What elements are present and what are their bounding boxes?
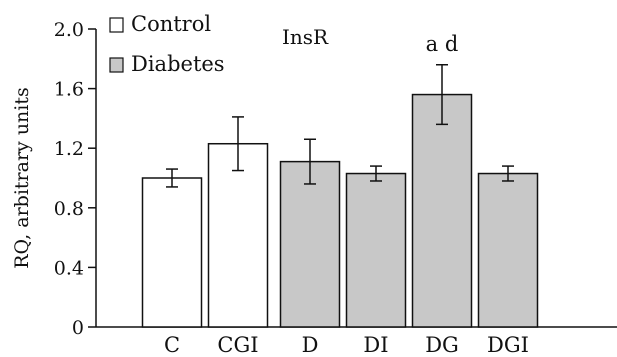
y-tick-label: 0.8 xyxy=(54,198,84,220)
y-tick-label: 0 xyxy=(72,317,84,339)
legend-swatch-diabetes xyxy=(109,57,124,73)
chart-title: InsR xyxy=(282,25,329,49)
y-axis-label: RQ, arbitrary units xyxy=(11,87,33,269)
bars xyxy=(141,64,539,328)
x-tick-label-D: D xyxy=(302,333,319,357)
y-ticks: 0 0.4 0.8 1.2 1.6 2.0 xyxy=(54,19,96,339)
y-tick-label: 2.0 xyxy=(54,19,84,41)
bar-D xyxy=(279,160,341,328)
y-tick-label: 0.4 xyxy=(54,257,84,279)
x-tick-labels: C CGI D DI DG DGI xyxy=(164,333,529,357)
legend: Control Diabetes xyxy=(109,12,225,76)
x-tick-label-C: C xyxy=(164,333,180,357)
bar-C xyxy=(141,177,203,328)
annotation-DG: a d xyxy=(426,32,459,56)
legend-label-diabetes: Diabetes xyxy=(131,52,225,76)
x-tick-label-DGI: DGI xyxy=(487,333,529,357)
x-tick-label-DG: DG xyxy=(425,333,459,357)
legend-label-control: Control xyxy=(131,12,211,36)
bar-DI xyxy=(345,172,407,328)
bar-DG xyxy=(411,93,473,328)
bar-CGI xyxy=(207,142,269,328)
y-tick-label: 1.6 xyxy=(54,79,84,101)
y-tick-label: 1.2 xyxy=(54,138,84,160)
x-tick-label-DI: DI xyxy=(363,333,388,357)
annotations: a d xyxy=(426,32,459,56)
x-tick-label-CGI: CGI xyxy=(217,333,258,357)
legend-swatch-control xyxy=(109,17,124,33)
bar-DGI xyxy=(477,172,539,328)
